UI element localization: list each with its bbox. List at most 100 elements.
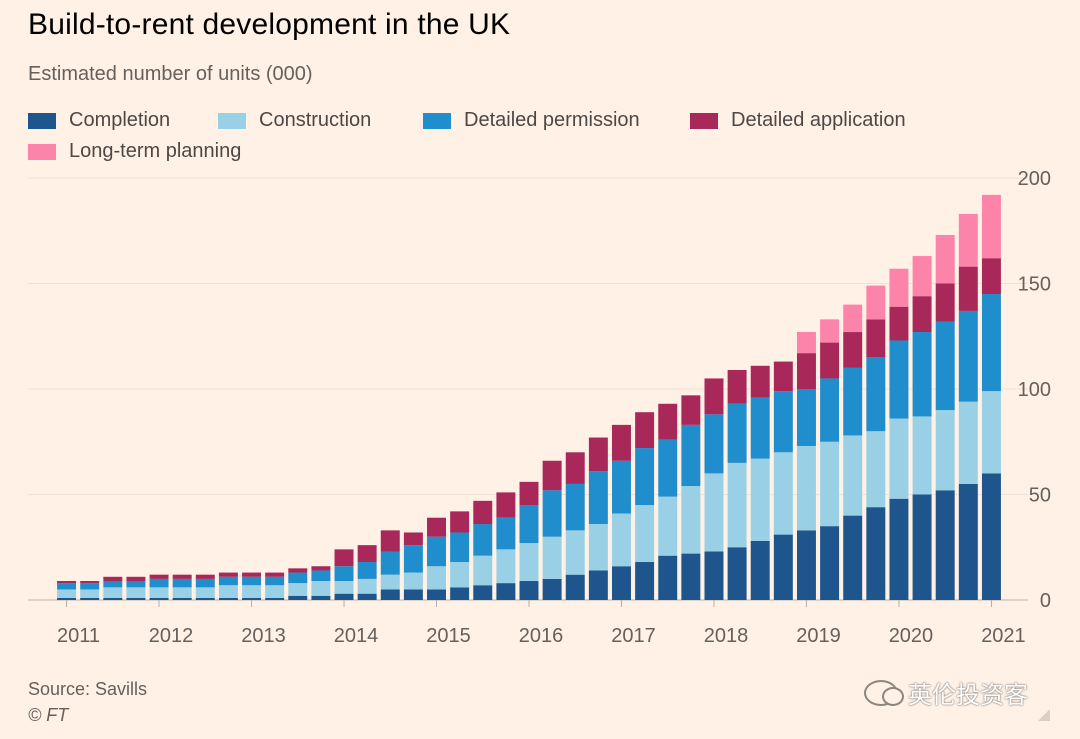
- bar-detailed-application-14: [380, 530, 400, 552]
- bar-stack-2019-q2: [820, 319, 840, 600]
- bar-detailed-permission-40: [981, 294, 1001, 392]
- bar-completion-34: [843, 515, 863, 600]
- bar-detailed-permission-12: [334, 566, 354, 582]
- wechat-icon: [864, 679, 904, 706]
- bar-detailed-application-4: [149, 574, 169, 579]
- bar-detailed-application-20: [519, 481, 539, 506]
- legend-swatch-detailed-permission: [423, 112, 451, 129]
- y-axis-tick-labels: 0 50 100 150 200: [1018, 168, 1051, 612]
- legend-item-long-term-planning: Long-term planning: [28, 140, 241, 163]
- bar-stack-2016-q2: [542, 460, 562, 600]
- bar-construction-4: [149, 587, 169, 598]
- bar-detailed-application-15: [403, 532, 423, 546]
- legend-swatch-long-term-planning: [28, 143, 56, 160]
- bar-detailed-permission-2: [103, 581, 123, 588]
- bar-detailed-application-39: [958, 266, 978, 311]
- legend-label-completion: Completion: [69, 109, 171, 131]
- bar-stack-2020-q1: [889, 268, 909, 600]
- bar-detailed-application-6: [195, 574, 215, 579]
- bar-completion-10: [288, 595, 308, 600]
- bar-stack-2020-q2: [912, 256, 932, 600]
- bar-stack-2011-q3: [103, 576, 123, 600]
- legend-item-completion: Completion: [28, 109, 170, 132]
- bar-detailed-permission-11: [311, 570, 331, 582]
- bar-stack-2018-q2: [727, 370, 747, 600]
- bar-stack-2014-q2: [357, 545, 377, 600]
- bar-detailed-permission-20: [519, 505, 539, 544]
- bar-stack-2011-q1: [57, 581, 77, 600]
- bar-completion-11: [311, 595, 331, 600]
- bar-detailed-permission-9: [265, 576, 285, 586]
- bar-detailed-application-23: [588, 437, 608, 472]
- bar-completion-13: [357, 593, 377, 600]
- x-tick-label-2019: 2019: [796, 625, 841, 647]
- bar-completion-25: [635, 562, 655, 600]
- bar-detailed-application-34: [843, 332, 863, 368]
- bar-completion-33: [820, 526, 840, 600]
- bar-construction-8: [242, 585, 262, 598]
- bar-construction-9: [265, 585, 285, 598]
- x-tick-label-2016: 2016: [519, 625, 564, 647]
- bar-detailed-permission-18: [473, 524, 493, 556]
- bar-detailed-application-29: [727, 370, 747, 404]
- bar-detailed-application-31: [773, 361, 793, 392]
- bar-construction-13: [357, 578, 377, 594]
- bar-detailed-application-26: [658, 403, 678, 440]
- bar-construction-40: [981, 391, 1001, 474]
- bar-completion-27: [681, 553, 701, 600]
- bar-detailed-application-17: [450, 511, 470, 533]
- bar-stack-2012-q1: [149, 574, 169, 600]
- bar-detailed-permission-28: [704, 414, 724, 474]
- legend-label-detailed-application: Detailed application: [731, 109, 906, 131]
- bar-completion-39: [958, 483, 978, 600]
- bar-construction-0: [57, 589, 77, 598]
- bar-completion-5: [172, 597, 192, 600]
- bar-stack-2020-q4: [958, 213, 978, 600]
- bar-detailed-permission-7: [218, 576, 238, 586]
- bar-completion-24: [612, 566, 631, 600]
- bar-long-term-planning-38: [935, 234, 955, 284]
- bar-completion-6: [195, 597, 215, 600]
- bar-detailed-permission-37: [912, 332, 932, 417]
- bar-stack-2016-q3: [565, 452, 585, 600]
- bar-detailed-application-30: [750, 365, 770, 398]
- bar-construction-31: [773, 452, 793, 535]
- bar-stack-2018-q1: [704, 378, 724, 600]
- bar-construction-22: [565, 530, 585, 575]
- bar-stack-2018-q4: [773, 361, 793, 600]
- bar-detailed-application-38: [935, 283, 955, 322]
- bar-detailed-application-33: [820, 342, 840, 379]
- bar-stack-2013-q1: [242, 572, 262, 600]
- bar-detailed-application-25: [635, 412, 655, 449]
- bar-stack-2016-q1: [519, 481, 539, 600]
- bar-detailed-application-1: [80, 581, 100, 584]
- bar-long-term-planning-32: [796, 332, 816, 354]
- bar-construction-27: [681, 486, 701, 554]
- bar-detailed-permission-27: [681, 424, 701, 487]
- bar-construction-28: [704, 473, 724, 552]
- bar-detailed-application-5: [172, 574, 192, 579]
- bar-stack-2017-q1: [612, 424, 631, 600]
- bar-stack-2011-q4: [126, 576, 146, 600]
- bar-stack-2013-q3: [288, 568, 308, 600]
- bar-completion-7: [218, 597, 238, 600]
- bar-construction-24: [612, 513, 631, 567]
- bar-stack-2017-q3: [658, 403, 678, 600]
- bar-completion-29: [727, 547, 747, 600]
- bar-long-term-planning-33: [820, 319, 840, 343]
- bar-long-term-planning-39: [958, 213, 978, 267]
- bar-construction-15: [403, 572, 423, 590]
- x-tick-label-2020: 2020: [889, 625, 934, 647]
- bar-long-term-planning-35: [866, 285, 886, 320]
- bar-detailed-application-36: [889, 306, 909, 341]
- bar-completion-0: [57, 597, 77, 600]
- bar-construction-39: [958, 401, 978, 484]
- bar-detailed-permission-21: [542, 490, 562, 537]
- bar-stack-2017-q2: [635, 412, 655, 600]
- bar-completion-15: [403, 589, 423, 600]
- bar-detailed-application-10: [288, 568, 308, 573]
- y-tick-label-200: 200: [1018, 168, 1051, 190]
- bar-detailed-permission-10: [288, 572, 308, 584]
- x-tick-label-2021: 2021: [981, 625, 1026, 647]
